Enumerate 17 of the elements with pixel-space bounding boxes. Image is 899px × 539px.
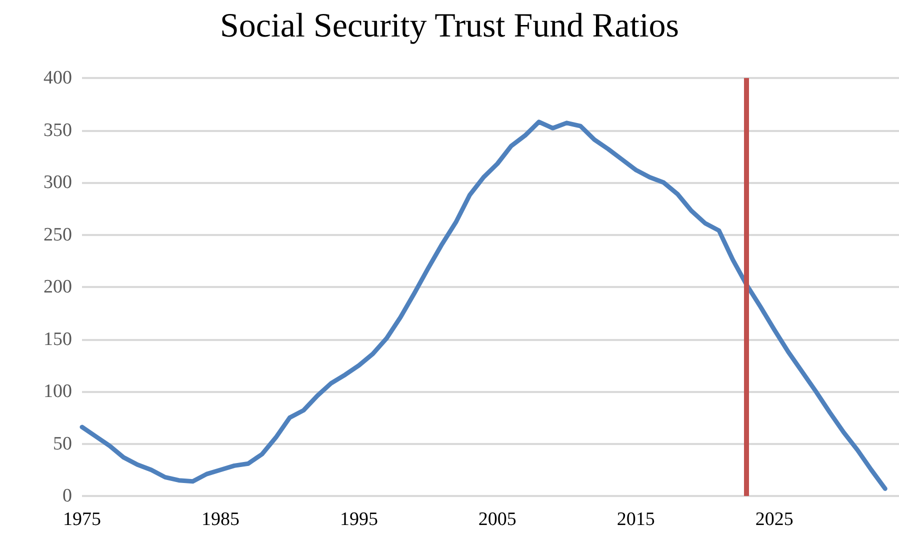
y-tick-label: 100 [44,381,72,402]
y-tick-label: 400 [44,68,72,88]
y-tick-label: 200 [44,276,72,298]
x-tick-label: 2015 [616,509,655,530]
x-tick-label: 1975 [63,509,101,530]
x-tick-label: 2005 [478,509,516,530]
x-tick-label: 1995 [340,509,378,530]
x-tick-label: 2025 [755,509,794,530]
line-series [80,120,888,491]
y-tick-label: 300 [44,172,72,193]
y-tick-label: 150 [44,328,72,350]
y-tick-label: 50 [53,433,72,454]
y-tick-label: 350 [44,120,72,141]
chart-title: Social Security Trust Fund Ratios [220,8,680,44]
x-tick-label: 1985 [201,509,240,530]
y-tick-label: 0 [62,486,72,506]
y-tick-label: 250 [44,224,72,246]
